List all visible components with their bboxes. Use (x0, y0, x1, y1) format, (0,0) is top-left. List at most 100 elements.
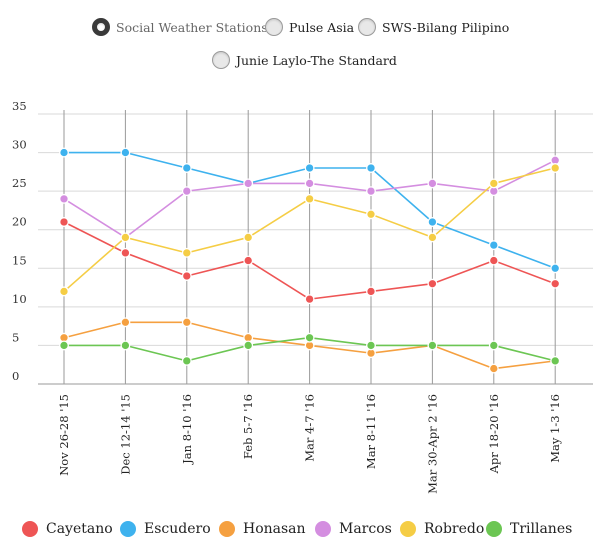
chart-legend: Cayetano Escudero Honasan Marcos Robredo Tril… (0, 515, 593, 543)
data-point (181, 271, 192, 281)
radio-selected-indicator (92, 18, 110, 36)
data-point (120, 340, 131, 351)
data-point (243, 340, 254, 351)
data-point (59, 217, 69, 227)
data-point (181, 186, 192, 197)
legend-label: Escudero (144, 521, 211, 537)
data-point (427, 340, 438, 351)
data-point (304, 163, 315, 173)
data-point (427, 178, 438, 189)
x-tick-label: May 1-3 '16 (548, 394, 562, 463)
data-point (366, 209, 376, 220)
legend-item-marcos: Marcos (315, 521, 392, 537)
data-point (181, 355, 192, 366)
y-tick-label: 0 (12, 369, 19, 383)
radio-sws-bilang-pilipino[interactable]: SWS-Bilang Pilipino (358, 18, 509, 36)
legend-label: Marcos (339, 521, 392, 537)
data-point (366, 186, 376, 197)
data-point (120, 147, 131, 158)
data-point (488, 178, 499, 189)
data-point (427, 217, 438, 227)
radio-pulse-asia[interactable]: Pulse Asia (265, 18, 354, 36)
data-point (120, 232, 131, 243)
y-tick-label: 5 (12, 330, 19, 344)
radio-indicator (265, 18, 283, 36)
legend-swatch (22, 521, 38, 537)
data-point (366, 340, 376, 351)
chart-series (59, 147, 561, 374)
series-cayetano (59, 217, 561, 305)
radio-indicator (358, 18, 376, 36)
radio-social-weather-stations[interactable]: Social Weather Stations (92, 18, 268, 36)
x-axis: Nov 26-28 '15 Dec 12-14 '15 Jan 8-10 '16 Fe… (57, 394, 562, 494)
data-point (59, 340, 69, 351)
data-point (366, 163, 376, 173)
data-point (59, 147, 69, 158)
data-point (427, 278, 438, 289)
data-point (120, 247, 131, 258)
x-tick-label: Jan 8-10 '16 (180, 394, 194, 465)
y-tick-label: 10 (12, 292, 27, 306)
x-tick-label: Feb 5-7 '16 (241, 394, 255, 459)
y-tick-label: 20 (12, 215, 27, 229)
x-tick-label: Nov 26-28 '15 (57, 394, 71, 476)
data-point (304, 332, 315, 343)
data-point (181, 163, 192, 173)
x-tick-label: Mar 30-Apr 2 '16 (425, 394, 439, 494)
data-point (181, 247, 192, 258)
y-tick-label: 30 (12, 138, 27, 152)
data-point (59, 193, 69, 204)
data-point (427, 232, 438, 243)
legend-swatch (486, 521, 502, 537)
legend-label: Cayetano (46, 521, 113, 537)
data-point (120, 317, 131, 328)
legend-swatch (400, 521, 416, 537)
legend-item-robredo: Robredo (400, 521, 484, 537)
data-point (243, 232, 254, 243)
series-trillanes (59, 332, 561, 366)
data-point (243, 255, 254, 266)
legend-swatch (219, 521, 235, 537)
x-tick-label: Dec 12-14 '15 (118, 394, 132, 475)
radio-label: Social Weather Stations (116, 19, 268, 35)
data-point (550, 355, 561, 366)
y-axis: 0 5 10 15 20 25 30 35 (12, 99, 27, 383)
data-point (304, 193, 315, 204)
y-tick-label: 15 (12, 253, 27, 267)
data-point (550, 263, 561, 274)
legend-swatch (120, 521, 136, 537)
data-point (59, 286, 69, 297)
x-tick-label: Mar 4-7 '16 (303, 394, 317, 462)
data-point (488, 363, 499, 374)
radio-label: Junie Laylo-The Standard (236, 52, 397, 68)
poll-source-selector: Social Weather Stations Pulse Asia SWS-B… (0, 0, 593, 90)
legend-item-honasan: Honasan (219, 521, 306, 537)
radio-label: Pulse Asia (289, 19, 355, 35)
chart-grid (38, 110, 593, 385)
legend-swatch (315, 521, 331, 537)
legend-label: Robredo (424, 521, 485, 537)
legend-item-cayetano: Cayetano (22, 521, 113, 537)
y-tick-label: 25 (12, 176, 27, 190)
x-tick-label: Apr 18-20 '16 (487, 394, 501, 474)
data-point (366, 286, 376, 297)
radio-indicator (212, 51, 230, 69)
legend-label: Trillanes (510, 521, 573, 537)
legend-label: Honasan (243, 521, 306, 537)
data-point (550, 163, 561, 173)
radio-label: SWS-Bilang Pilipino (382, 19, 510, 35)
series-robredo (59, 163, 561, 297)
data-point (181, 317, 192, 328)
data-point (304, 294, 315, 305)
y-tick-label: 35 (12, 99, 27, 113)
radio-junie-laylo-the-standard[interactable]: Junie Laylo-The Standard (212, 51, 397, 69)
data-point (304, 178, 315, 189)
x-tick-label: Mar 8-11 '16 (364, 394, 378, 469)
data-point (488, 240, 499, 251)
series-marcos (59, 155, 561, 243)
data-point (488, 340, 499, 351)
data-point (550, 278, 561, 289)
line-chart: 0 5 10 15 20 25 30 35 Nov 26-28 '15 Dec 12-14 '1… (12, 99, 593, 494)
data-point (488, 255, 499, 266)
data-point (243, 178, 254, 189)
